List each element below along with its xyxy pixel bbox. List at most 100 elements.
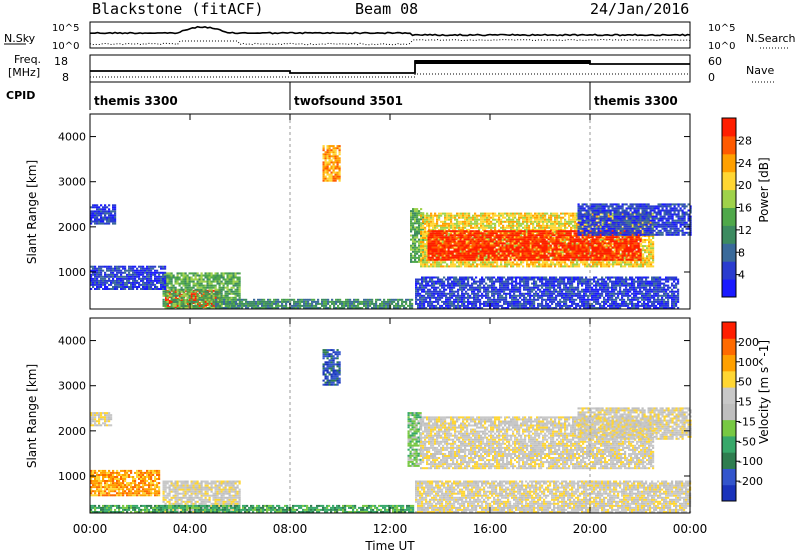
echo-cell	[238, 280, 241, 283]
echo-cell	[110, 210, 113, 213]
echo-cell	[124, 269, 127, 272]
echo-cell	[429, 238, 432, 241]
echo-cell	[648, 247, 651, 250]
echo-cell	[196, 272, 199, 275]
echo-cell	[132, 286, 135, 288]
echo-cell	[447, 246, 450, 249]
echo-cell	[512, 226, 515, 229]
echo-cell	[124, 277, 127, 280]
echo-cell	[481, 232, 484, 235]
echo-cell	[249, 304, 252, 307]
echo-cell	[534, 218, 537, 221]
echo-cell	[204, 286, 207, 289]
echo-cell	[460, 212, 463, 215]
echo-cell	[648, 241, 651, 244]
echo-cell	[650, 265, 653, 268]
echo-cell	[502, 228, 505, 231]
echo-cell	[432, 265, 435, 268]
echo-cell	[550, 263, 553, 266]
echo-cell	[428, 232, 431, 235]
echo-cell	[492, 214, 495, 217]
echo-cell	[618, 261, 621, 264]
echo-cell	[410, 256, 413, 259]
echo-cell	[186, 304, 189, 307]
echo-cell	[293, 304, 296, 307]
echo-cell	[584, 263, 587, 266]
echo-cell	[432, 228, 435, 231]
echo-cell	[488, 265, 491, 268]
echo-cell	[245, 300, 248, 303]
echo-cell	[558, 216, 561, 219]
echo-cell	[484, 226, 487, 229]
echo-cell	[154, 275, 157, 278]
echo-cell	[560, 228, 563, 231]
echo-cell	[203, 291, 206, 294]
echo-cell	[490, 224, 493, 227]
echo-cell	[494, 218, 497, 221]
echo-cell	[232, 298, 235, 301]
echo-cell	[465, 244, 468, 247]
echo-cell	[459, 242, 462, 245]
echo-cell	[164, 275, 167, 278]
echo-cell	[361, 300, 364, 303]
echo-cell	[642, 265, 645, 268]
echo-cell	[450, 218, 453, 221]
echo-cell	[104, 212, 107, 215]
echo-cell	[412, 242, 415, 245]
echo-cell	[568, 216, 571, 219]
echo-cell	[94, 212, 97, 215]
echo-cell	[562, 224, 565, 227]
echo-cell	[478, 257, 481, 260]
echo-cell	[92, 286, 95, 288]
echo-cell	[544, 261, 547, 264]
echo-cell	[182, 274, 185, 277]
echo-cell	[532, 220, 535, 223]
echo-cell	[606, 247, 609, 250]
echo-cell	[427, 242, 430, 245]
echo-cell	[116, 271, 119, 274]
echo-cell	[424, 259, 427, 262]
echo-cell	[424, 249, 427, 252]
echo-cell	[493, 258, 496, 261]
echo-cell	[642, 263, 645, 266]
echo-cell	[638, 222, 641, 225]
echo-cell	[450, 220, 453, 223]
echo-cell	[136, 279, 139, 282]
echo-cell	[516, 226, 519, 229]
echo-cell	[96, 218, 99, 221]
echo-cell	[483, 230, 486, 233]
echo-cell	[582, 232, 585, 235]
echo-cell	[391, 300, 394, 303]
echo-cell	[507, 234, 510, 237]
echo-cell	[420, 242, 423, 245]
echo-cell	[136, 288, 139, 290]
echo-cell	[454, 224, 457, 227]
echo-cell	[175, 289, 178, 292]
echo-cell	[463, 244, 466, 247]
echo-cell	[130, 288, 133, 290]
echo-cell	[483, 240, 486, 243]
echo-cell	[598, 263, 601, 266]
echo-cell	[644, 263, 647, 266]
echo-cell	[446, 218, 449, 221]
echo-cell	[574, 216, 577, 219]
echo-cell	[429, 250, 432, 253]
echo-cell	[144, 281, 147, 284]
echo-cell	[122, 279, 125, 282]
echo-cell	[337, 298, 340, 301]
echo-cell	[186, 288, 189, 291]
echo-cell	[488, 218, 491, 221]
echo-cell	[475, 248, 478, 251]
echo-cell	[652, 265, 655, 268]
echo-cell	[148, 279, 151, 282]
echo-cell	[485, 236, 488, 239]
echo-cell	[94, 222, 97, 225]
echo-cell	[411, 307, 414, 309]
echo-cell	[150, 286, 153, 288]
echo-cell	[453, 258, 456, 261]
echo-cell	[536, 218, 539, 221]
echo-cell	[251, 300, 254, 303]
echo-cell	[227, 300, 230, 303]
echo-cell	[122, 265, 125, 268]
echo-cell	[457, 252, 460, 255]
